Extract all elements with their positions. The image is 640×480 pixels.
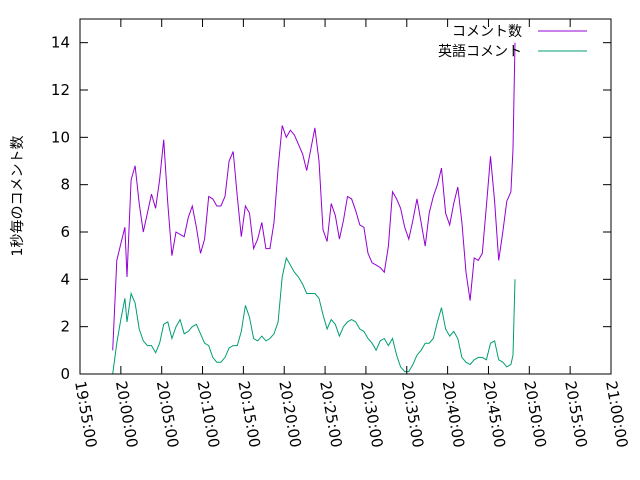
series-line-2 [112, 256, 516, 375]
legend-label: コメント数 [452, 24, 522, 40]
y-ticks: 0 2 4 6 8 10 12 14 [51, 34, 611, 383]
x-tick-label: 20:10:00 [194, 380, 223, 449]
y-tick-label: 0 [60, 365, 70, 383]
y-tick-label: 2 [60, 318, 70, 336]
plot-lines [112, 42, 516, 375]
y-tick-label: 6 [60, 223, 70, 241]
plot-frame [79, 18, 612, 375]
x-tick-label: 20:15:00 [234, 380, 263, 449]
x-tick-label: 20:30:00 [357, 380, 386, 449]
y-axis-label: 1秒毎のコメント数 [10, 136, 26, 257]
x-tick-label: 19:55:00 [71, 380, 100, 449]
x-tick-label: 20:00:00 [112, 380, 141, 449]
y-tick-label: 8 [60, 176, 70, 194]
y-tick-label: 4 [60, 270, 70, 288]
x-tick-label: 20:50:00 [520, 380, 549, 449]
x-tick-label: 20:45:00 [480, 380, 509, 449]
y-tick-label: 12 [51, 81, 70, 99]
x-tick-label: 21:00:00 [602, 380, 631, 449]
legend-label: 英語コメント [438, 43, 522, 60]
x-tick-label: 20:35:00 [398, 380, 427, 449]
x-tick-label: 20:05:00 [153, 380, 182, 449]
x-tick-label: 20:40:00 [439, 380, 468, 449]
y-tick-label: 14 [51, 34, 70, 52]
x-tick-label: 20:20:00 [275, 380, 304, 449]
x-tick-label: 20:55:00 [561, 380, 590, 449]
x-tick-label: 20:25:00 [316, 380, 345, 449]
series-line-1 [112, 42, 516, 351]
y-tick-label: 10 [51, 128, 70, 146]
x-ticks: 19:55:00 20:00:00 20:05:00 20:10:00 20:15:00… [71, 19, 631, 449]
